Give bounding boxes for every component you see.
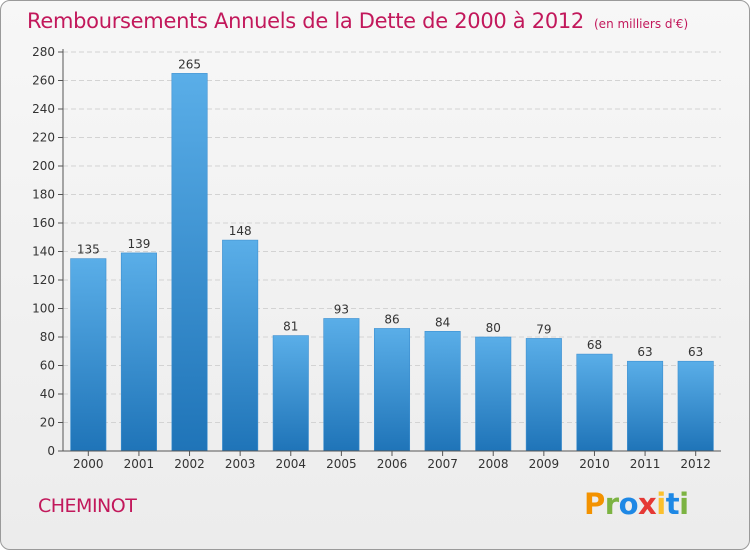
logo-letter: x: [638, 487, 657, 521]
y-tick-label: 0: [47, 444, 55, 458]
bar: [576, 353, 613, 452]
bar: [525, 338, 562, 452]
title-text: Remboursements Annuels de la Dette de 20…: [27, 9, 584, 33]
bar: [171, 73, 208, 452]
y-tick-label: 40: [40, 387, 55, 401]
axes: 0 20 40 60 80 100 120 140 160 180 200 220 240 260 280 2…: [32, 45, 721, 471]
y-tick-label: 200: [32, 159, 55, 173]
data-label: 86: [384, 312, 399, 326]
chart-title: Remboursements Annuels de la Dette de 20…: [27, 9, 688, 33]
y-tick-label: 80: [40, 330, 55, 344]
x-tick-label: 2011: [630, 457, 661, 471]
x-tick-label: 2009: [529, 457, 560, 471]
data-label: 79: [536, 322, 551, 336]
data-label: 135: [77, 243, 100, 257]
x-tick-label: 2002: [174, 457, 205, 471]
data-label: 80: [486, 321, 501, 335]
x-tick-label: 2003: [225, 457, 256, 471]
x-tick-label: 2000: [73, 457, 104, 471]
x-tick-label: 2008: [478, 457, 509, 471]
data-label: 63: [637, 345, 652, 359]
data-label: 68: [587, 338, 602, 352]
logo-letter: i: [679, 487, 689, 521]
logo-letter: t: [665, 487, 680, 521]
x-tick-label: 2001: [124, 457, 155, 471]
x-tick-label: 2010: [579, 457, 610, 471]
proxiti-logo: Proxiti: [584, 487, 689, 521]
x-tick-label: 2012: [680, 457, 711, 471]
commune-name: CHEMINOT: [38, 495, 137, 517]
bar: [70, 258, 107, 452]
unit-label: (en milliers d'€): [594, 17, 689, 31]
logo-letter: P: [584, 487, 605, 521]
y-tick-label: 20: [40, 416, 55, 430]
logo-letter: r: [604, 487, 619, 521]
y-tick-label: 120: [32, 273, 55, 287]
bar: [475, 336, 512, 452]
data-label: 139: [127, 237, 150, 251]
bar: [323, 318, 360, 452]
bar: [373, 328, 411, 452]
y-tick-label: 220: [32, 131, 55, 145]
data-label: 93: [334, 302, 349, 316]
y-tick-label: 100: [32, 302, 55, 316]
y-tick-label: 160: [32, 216, 55, 230]
y-tick-label: 260: [32, 74, 55, 88]
bars: 135 139 265 148 81 93 86 84 80 79 68 63 63: [70, 57, 714, 452]
x-tick-label: 2005: [326, 457, 357, 471]
data-label: 148: [229, 224, 252, 238]
bar: [222, 239, 259, 452]
data-label: 81: [283, 320, 298, 334]
bar: [677, 360, 714, 452]
logo-letter: i: [656, 487, 666, 521]
bar: [627, 360, 664, 452]
y-tick-label: 240: [32, 102, 55, 116]
logo-letter: o: [618, 487, 639, 521]
data-label: 84: [435, 315, 450, 329]
y-tick-label: 280: [32, 45, 55, 59]
bar-chart: 135 139 265 148 81 93 86 84 80 79 68 63 63 0 20 40 60 80…: [32, 45, 721, 471]
bar: [424, 330, 461, 452]
y-tick-label: 180: [32, 188, 55, 202]
data-label: 265: [178, 57, 201, 71]
y-tick-label: 60: [40, 359, 55, 373]
bar: [120, 252, 157, 452]
y-tick-label: 140: [32, 245, 55, 259]
x-tick-label: 2007: [427, 457, 458, 471]
data-label: 63: [688, 345, 703, 359]
x-tick-label: 2004: [275, 457, 306, 471]
x-tick-label: 2006: [377, 457, 408, 471]
bar: [272, 335, 309, 452]
